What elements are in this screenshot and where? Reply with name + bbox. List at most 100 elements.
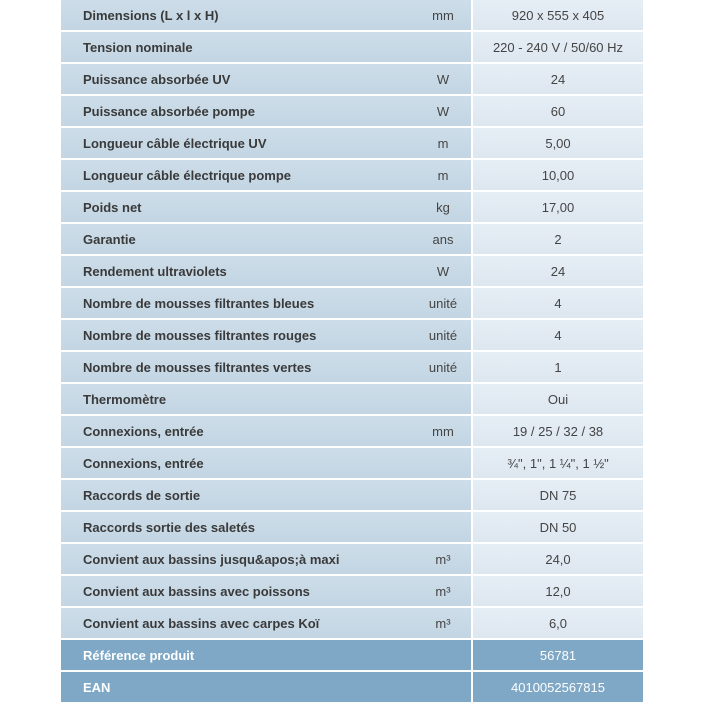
spec-label: Raccords sortie des saletés: [83, 519, 255, 535]
spec-value: DN 50: [539, 519, 577, 535]
value-cell: 220 - 240 V / 50/60 Hz: [473, 32, 643, 62]
spec-unit: mm: [432, 7, 454, 23]
value-cell: 4010052567815: [473, 672, 643, 702]
label-cell: Poids net kg: [61, 192, 471, 222]
spec-value: 920 x 555 x 405: [511, 7, 605, 23]
label-cell: Puissance absorbée UV W: [61, 64, 471, 94]
value-cell: 2: [473, 224, 643, 254]
spec-value: 12,0: [545, 583, 571, 599]
label-cell: Nombre de mousses filtrantes rouges unité: [61, 320, 471, 350]
spec-row: Raccords de sortie DN 75: [61, 480, 643, 510]
label-cell: EAN: [61, 672, 471, 702]
label-cell: Thermomètre: [61, 384, 471, 414]
spec-value: ¾", 1", 1 ¼", 1 ½": [507, 455, 609, 471]
spec-value: 24,0: [545, 551, 571, 567]
value-cell: 24,0: [473, 544, 643, 574]
spec-label: Convient aux bassins jusqu&apos;à maxi: [83, 551, 340, 567]
spec-value: 4: [554, 327, 562, 343]
spec-label: Longueur câble électrique UV: [83, 135, 267, 151]
value-cell: 920 x 555 x 405: [473, 0, 643, 30]
spec-row: Raccords sortie des saletés DN 50: [61, 512, 643, 542]
spec-unit: mm: [432, 423, 454, 439]
spec-label: Puissance absorbée UV: [83, 71, 231, 87]
spec-value: 6,0: [548, 615, 568, 631]
spec-value: 1: [554, 359, 562, 375]
spec-row: Garantie ans 2: [61, 224, 643, 254]
value-cell: 5,00: [473, 128, 643, 158]
label-cell: Convient aux bassins jusqu&apos;à maxi m³: [61, 544, 471, 574]
label-cell: Nombre de mousses filtrantes vertes unité: [61, 352, 471, 382]
spec-row: Puissance absorbée pompe W 60: [61, 96, 643, 126]
spec-row: Convient aux bassins jusqu&apos;à maxi m³…: [61, 544, 643, 574]
spec-label: Référence produit: [83, 647, 195, 663]
spec-unit: m: [437, 135, 449, 151]
value-cell: 4: [473, 320, 643, 350]
value-cell: 60: [473, 96, 643, 126]
spec-value: 24: [550, 263, 566, 279]
label-cell: Raccords sortie des saletés: [61, 512, 471, 542]
footer-row: Référence produit 56781: [61, 640, 643, 670]
label-cell: Nombre de mousses filtrantes bleues unité: [61, 288, 471, 318]
spec-row: Convient aux bassins avec poissons m³ 12,0: [61, 576, 643, 606]
spec-unit: W: [436, 103, 450, 119]
spec-unit: m: [437, 167, 449, 183]
spec-unit: kg: [436, 199, 450, 215]
label-cell: Raccords de sortie: [61, 480, 471, 510]
spec-value: 2: [554, 231, 562, 247]
spec-table: Dimensions (L x l x H) mm 920 x 555 x 405 T…: [61, 0, 643, 704]
spec-label: Rendement ultraviolets: [83, 263, 227, 279]
value-cell: 10,00: [473, 160, 643, 190]
spec-label: Nombre de mousses filtrantes vertes: [83, 359, 312, 375]
spec-label: Raccords de sortie: [83, 487, 201, 503]
spec-label: Poids net: [83, 199, 142, 215]
spec-value: 17,00: [541, 199, 575, 215]
spec-value: 19 / 25 / 32 / 38: [512, 423, 604, 439]
spec-unit: m³: [435, 583, 451, 599]
spec-label: Nombre de mousses filtrantes rouges: [83, 327, 317, 343]
label-cell: Convient aux bassins avec poissons m³: [61, 576, 471, 606]
value-cell: 4: [473, 288, 643, 318]
spec-row: Longueur câble électrique UV m 5,00: [61, 128, 643, 158]
label-cell: Dimensions (L x l x H) mm: [61, 0, 471, 30]
spec-value: DN 75: [539, 487, 577, 503]
spec-value: 60: [550, 103, 566, 119]
label-cell: Longueur câble électrique pompe m: [61, 160, 471, 190]
value-cell: 6,0: [473, 608, 643, 638]
spec-row: Rendement ultraviolets W 24: [61, 256, 643, 286]
spec-label: Puissance absorbée pompe: [83, 103, 255, 119]
spec-label: Convient aux bassins avec poissons: [83, 583, 310, 599]
footer-row: EAN 4010052567815: [61, 672, 643, 702]
value-cell: 24: [473, 256, 643, 286]
spec-unit: m³: [435, 615, 451, 631]
spec-value: 220 - 240 V / 50/60 Hz: [492, 39, 624, 55]
label-cell: Convient aux bassins avec carpes Koï m³: [61, 608, 471, 638]
spec-label: Garantie: [83, 231, 136, 247]
spec-label: Convient aux bassins avec carpes Koï: [83, 615, 320, 631]
value-cell: 19 / 25 / 32 / 38: [473, 416, 643, 446]
spec-value: 24: [550, 71, 566, 87]
value-cell: Oui: [473, 384, 643, 414]
spec-row: Poids net kg 17,00: [61, 192, 643, 222]
label-cell: Tension nominale: [61, 32, 471, 62]
label-cell: Puissance absorbée pompe W: [61, 96, 471, 126]
label-cell: Garantie ans: [61, 224, 471, 254]
spec-row: Dimensions (L x l x H) mm 920 x 555 x 405: [61, 0, 643, 30]
spec-label: Thermomètre: [83, 391, 167, 407]
spec-value: 5,00: [545, 135, 571, 151]
spec-unit: W: [436, 263, 450, 279]
spec-value: 10,00: [541, 167, 575, 183]
value-cell: 24: [473, 64, 643, 94]
spec-value: Oui: [547, 391, 569, 407]
spec-value: 4: [554, 295, 562, 311]
spec-unit: unité: [428, 359, 458, 375]
label-cell: Connexions, entrée mm: [61, 416, 471, 446]
spec-row: Nombre de mousses filtrantes vertes unité…: [61, 352, 643, 382]
spec-value: 56781: [539, 647, 577, 663]
spec-label: Dimensions (L x l x H): [83, 7, 219, 23]
value-cell: ¾", 1", 1 ¼", 1 ½": [473, 448, 643, 478]
spec-row: Thermomètre Oui: [61, 384, 643, 414]
spec-row: Connexions, entrée ¾", 1", 1 ¼", 1 ½": [61, 448, 643, 478]
spec-row: Nombre de mousses filtrantes rouges unité…: [61, 320, 643, 350]
spec-unit: W: [436, 71, 450, 87]
spec-unit: ans: [432, 231, 454, 247]
